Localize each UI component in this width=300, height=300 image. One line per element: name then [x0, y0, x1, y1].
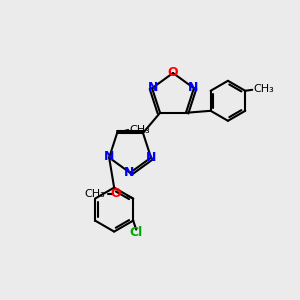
Text: CH₃: CH₃: [253, 84, 274, 94]
Text: N: N: [148, 81, 158, 94]
Text: N: N: [104, 150, 114, 163]
Text: CH₃: CH₃: [129, 125, 150, 135]
Text: N: N: [124, 166, 134, 179]
Text: Cl: Cl: [130, 226, 143, 239]
Text: O: O: [168, 67, 178, 80]
Text: N: N: [188, 81, 198, 94]
Text: CH₃: CH₃: [84, 189, 105, 199]
Text: N: N: [146, 151, 156, 164]
Text: O: O: [110, 187, 121, 200]
